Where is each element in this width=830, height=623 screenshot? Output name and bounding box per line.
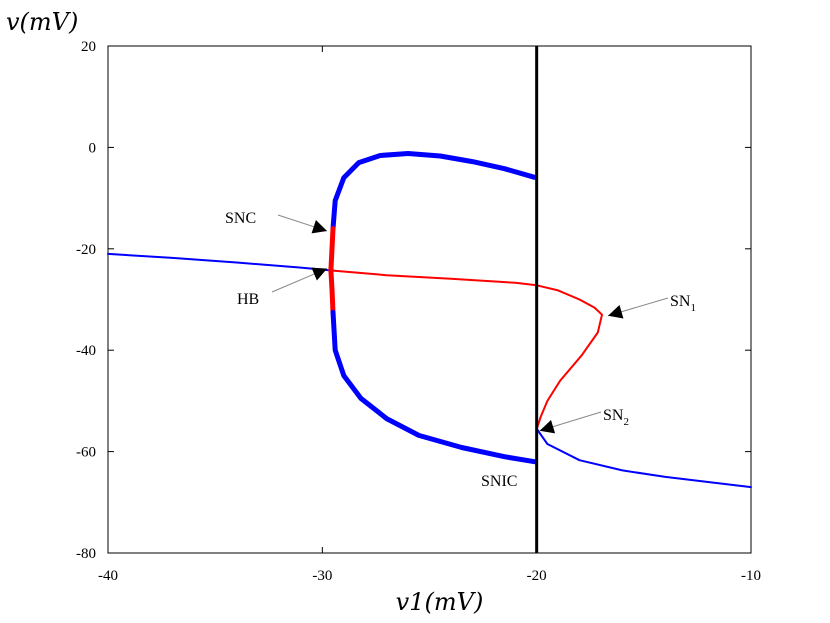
- y-tick-label: 20: [81, 39, 96, 55]
- x-tick-label: -10: [741, 568, 761, 584]
- annotation-snic: SNIC: [481, 473, 517, 490]
- annotation-arrow-sn1: [607, 297, 669, 319]
- annotation-arrow-snc: [277, 214, 328, 234]
- y-ticks: 20 0 -20 -40 -60 -80: [76, 39, 751, 562]
- annotation-hb: HB: [237, 291, 259, 308]
- curve-segment-5: [330, 309, 537, 465]
- annotation-sn2: SN2: [603, 407, 629, 428]
- y-tick-label: -20: [76, 242, 96, 258]
- y-tick-label: -80: [76, 546, 96, 562]
- curve-segment-0: [107, 252, 334, 272]
- curve-segment-1: [332, 269, 603, 430]
- x-tick-label: -20: [527, 568, 547, 584]
- curve-segment-3: [330, 151, 537, 231]
- curve-segment-4: [328, 226, 336, 315]
- plot-frame: [107, 45, 752, 554]
- x-ticks: -40 -30 -20 -10: [98, 46, 761, 584]
- y-tick-label: -60: [76, 445, 96, 461]
- annotation-sn1: SN1: [670, 293, 696, 314]
- annotation-snc: SNC: [225, 210, 256, 227]
- annotations: SNC HB SN1 SN2 SNIC: [225, 210, 696, 490]
- annotation-arrow-hb: [271, 267, 328, 293]
- y-axis-label-text: v(mV): [6, 8, 78, 36]
- x-tick-label: -40: [98, 568, 118, 584]
- annotation-arrow-sn2: [539, 411, 602, 434]
- x-axis-label: v1(mV): [396, 588, 484, 616]
- curve-segment-2: [535, 427, 752, 489]
- x-tick-label: -30: [312, 568, 332, 584]
- y-axis-label: v(mV): [6, 8, 78, 36]
- y-tick-label: 0: [89, 140, 97, 156]
- x-axis-label-text: v1(mV): [396, 588, 484, 616]
- y-tick-label: -40: [76, 343, 96, 359]
- curves: [107, 151, 752, 489]
